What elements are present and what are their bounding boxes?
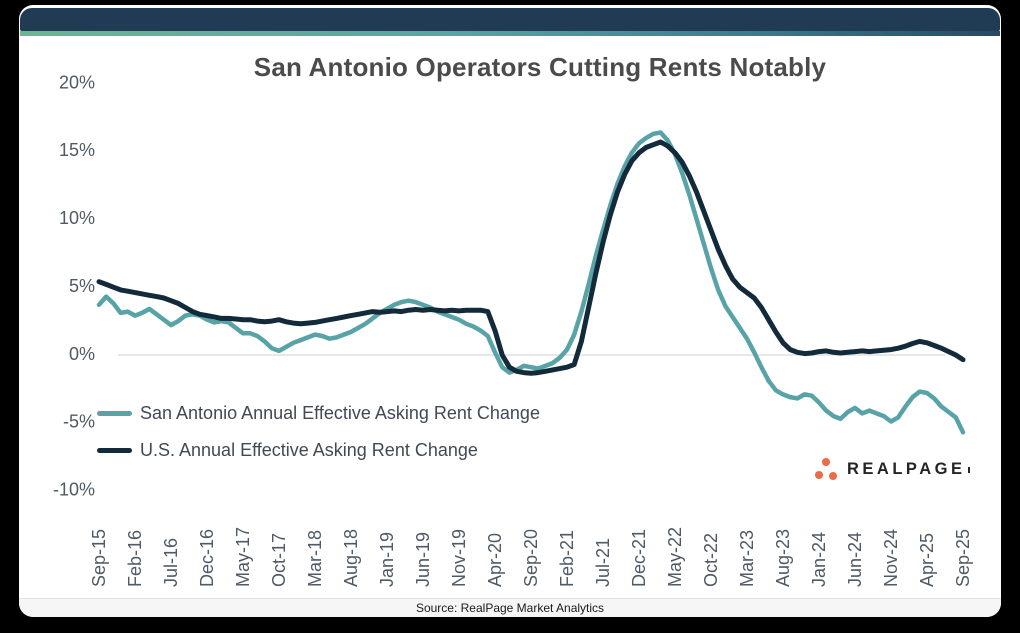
source-bar: Source: RealPage Market Analytics — [19, 598, 1001, 617]
x-axis-label: May-17 — [233, 527, 253, 587]
legend-swatch-us — [97, 447, 132, 453]
chart-title: San Antonio Operators Cutting Rents Nota… — [253, 52, 827, 82]
x-axis-label: Feb-21 — [557, 530, 577, 587]
x-axis-label: Apr-25 — [917, 533, 937, 587]
y-axis-label: 15% — [59, 140, 95, 160]
x-axis-label: Jun-19 — [413, 532, 433, 587]
legend-item-san-antonio: San Antonio Annual Effective Asking Rent… — [97, 400, 540, 426]
x-axis-label: Jun-24 — [845, 532, 865, 587]
legend-label-us: U.S. Annual Effective Asking Rent Change — [140, 439, 478, 460]
series-line-us — [96, 139, 966, 376]
logo-tm-mark — [968, 466, 971, 473]
source-text: Source: RealPage Market Analytics — [415, 601, 605, 615]
rent-trend-chart: 20% 15% 10% 5% 0% -5% -10% Sep-15 Feb-16 Jul-16 De… — [53, 72, 973, 587]
x-axis-label: Dec-16 — [197, 529, 217, 587]
y-axis-label: 5% — [69, 276, 95, 296]
realpage-logo: REALPAGE — [814, 456, 971, 482]
legend-item-us: U.S. Annual Effective Asking Rent Change — [97, 437, 540, 463]
chart-area: San Antonio Operators Cutting Rents Nota… — [19, 36, 1001, 598]
x-axis-label: Feb-16 — [125, 530, 145, 587]
x-axis-label: Nov-24 — [881, 529, 901, 587]
accent-strip — [20, 31, 1000, 36]
y-axis-label: 20% — [59, 72, 95, 92]
logo-dots-icon — [814, 456, 838, 482]
y-axis-label: -5% — [63, 412, 95, 432]
x-axis-label: Sep-20 — [521, 529, 541, 587]
x-axis-label: Aug-23 — [773, 529, 793, 587]
legend-label-san-antonio: San Antonio Annual Effective Asking Rent… — [140, 402, 540, 423]
x-axis-label: Oct-17 — [269, 533, 289, 587]
x-axis-label: Oct-22 — [701, 533, 721, 587]
x-axis-label: Jan-19 — [377, 532, 397, 587]
x-axis-label: Mar-23 — [737, 530, 757, 587]
x-axis-label: Sep-25 — [953, 529, 973, 587]
x-axis-label: Mar-18 — [305, 530, 325, 587]
y-axis-label: 10% — [59, 208, 95, 228]
x-axis-label: Jul-16 — [161, 538, 181, 587]
x-axis-label: Aug-18 — [341, 529, 361, 587]
x-axis-label: Nov-19 — [449, 529, 469, 587]
x-axis-label: Dec-21 — [629, 529, 649, 587]
x-axis-label: Apr-20 — [485, 533, 505, 587]
logo-text: REALPAGE — [847, 459, 966, 478]
chart-card: San Antonio Operators Cutting Rents Nota… — [19, 5, 1001, 617]
legend: San Antonio Annual Effective Asking Rent… — [97, 400, 540, 474]
y-axis-label: 0% — [69, 344, 95, 364]
y-axis-label: -10% — [53, 479, 95, 499]
x-axis-label: Sep-15 — [89, 529, 109, 587]
x-axis-label: Jul-21 — [593, 538, 613, 587]
x-axis-label: May-22 — [665, 527, 685, 587]
series-line-san-antonio — [96, 130, 966, 435]
x-axis-label: Jan-24 — [809, 532, 829, 587]
legend-swatch-san-antonio — [97, 410, 132, 416]
header-bar — [20, 8, 1000, 31]
